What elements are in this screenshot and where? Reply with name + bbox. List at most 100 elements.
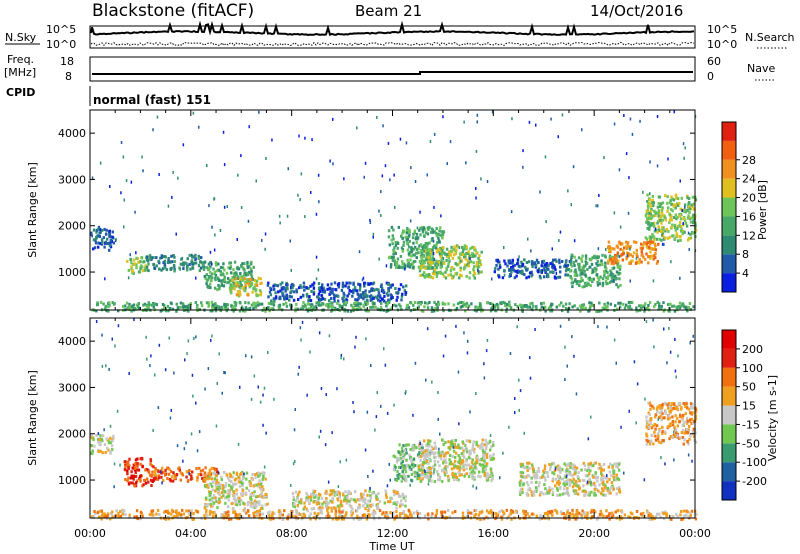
- data-cell: [373, 305, 376, 309]
- data-cell: [559, 265, 562, 269]
- data-cell: [246, 266, 249, 270]
- data-cell: [315, 493, 318, 497]
- data-cell: [237, 275, 240, 279]
- data-cell: [209, 265, 212, 269]
- data-cell: [380, 214, 382, 217]
- data-cell: [676, 416, 679, 420]
- data-cell: [615, 473, 618, 477]
- data-cell: [223, 511, 227, 515]
- data-cell: [246, 260, 249, 264]
- data-cell: [586, 268, 589, 271]
- data-cell: [645, 211, 649, 215]
- data-cell: [600, 309, 603, 313]
- data-cell: [250, 272, 253, 276]
- data-cell: [615, 256, 618, 260]
- data-cell: [228, 261, 231, 265]
- data-cell: [490, 445, 493, 449]
- data-cell: [326, 509, 329, 512]
- data-cell: [525, 304, 528, 307]
- data-cell: [240, 206, 243, 209]
- data-cell: [252, 502, 255, 506]
- data-cell: [342, 302, 346, 306]
- data-cell: [253, 490, 256, 494]
- data-cell: [327, 501, 330, 505]
- data-cell: [671, 223, 674, 227]
- data-cell: [402, 240, 406, 244]
- data-cell: [166, 304, 170, 308]
- data-cell: [522, 512, 526, 516]
- data-cell: [617, 301, 620, 305]
- data-cell: [239, 514, 242, 518]
- data-cell: [391, 283, 394, 287]
- data-cell: [99, 443, 102, 447]
- data-cell: [331, 291, 334, 294]
- data-cell: [403, 264, 407, 268]
- data-cell: [591, 256, 594, 260]
- data-cell: [211, 262, 213, 266]
- data-cell: [383, 501, 386, 505]
- data-cell: [352, 309, 355, 313]
- data-cell: [419, 454, 423, 458]
- data-cell: [656, 410, 659, 413]
- data-cell: [414, 472, 417, 476]
- data-cell: [414, 260, 417, 263]
- data-cell: [469, 472, 472, 476]
- data-cell: [685, 306, 688, 310]
- data-cell: [435, 271, 438, 275]
- data-cell: [546, 474, 550, 478]
- data-cell: [647, 411, 650, 415]
- data-cell: [399, 495, 402, 499]
- data-cell: [692, 435, 696, 439]
- data-cell: [573, 472, 576, 476]
- data-cell: [419, 448, 423, 452]
- data-cell: [616, 261, 620, 265]
- data-cell: [430, 238, 434, 242]
- data-cell: [540, 490, 543, 494]
- data-cell: [461, 250, 464, 254]
- data-cell: [584, 254, 588, 258]
- data-cell: [239, 286, 242, 290]
- data-cell: [281, 291, 284, 295]
- data-cell: [582, 484, 585, 488]
- data-cell: [345, 298, 349, 302]
- data-cell: [597, 515, 600, 519]
- data-cell: [678, 224, 681, 228]
- data-cell: [543, 464, 547, 468]
- data-cell: [198, 269, 201, 273]
- data-cell: [656, 405, 659, 409]
- data-cell: [649, 440, 652, 443]
- data-cell: [665, 227, 668, 231]
- data-cell: [530, 262, 534, 266]
- data-cell: [102, 302, 105, 306]
- data-cell: [289, 239, 291, 243]
- data-cell: [691, 421, 695, 425]
- data-cell: [143, 302, 147, 306]
- data-cell: [136, 462, 139, 465]
- data-cell: [513, 276, 517, 280]
- data-cell: [395, 510, 398, 514]
- data-cell: [397, 476, 400, 480]
- data-cell: [477, 265, 481, 269]
- data-cell: [694, 440, 698, 444]
- data-cell: [226, 303, 229, 307]
- data-cell: [429, 265, 432, 269]
- data-cell: [149, 473, 152, 477]
- data-cell: [269, 517, 272, 521]
- data-cell: [473, 447, 476, 451]
- data-cell: [575, 259, 578, 263]
- data-cell: [622, 251, 625, 255]
- data-cell: [562, 482, 565, 486]
- colorbar-segment: [722, 140, 736, 160]
- data-cell: [303, 288, 306, 292]
- data-cell: [491, 441, 495, 444]
- data-cell: [661, 242, 664, 246]
- data-cell: [352, 517, 355, 521]
- data-cell: [388, 301, 391, 304]
- data-cell: [340, 504, 344, 508]
- data-cell: [223, 280, 226, 284]
- data-cell: [317, 282, 321, 286]
- data-cell: [146, 305, 149, 309]
- data-cell: [362, 492, 365, 496]
- data-cell: [426, 455, 429, 459]
- data-cell: [237, 515, 241, 519]
